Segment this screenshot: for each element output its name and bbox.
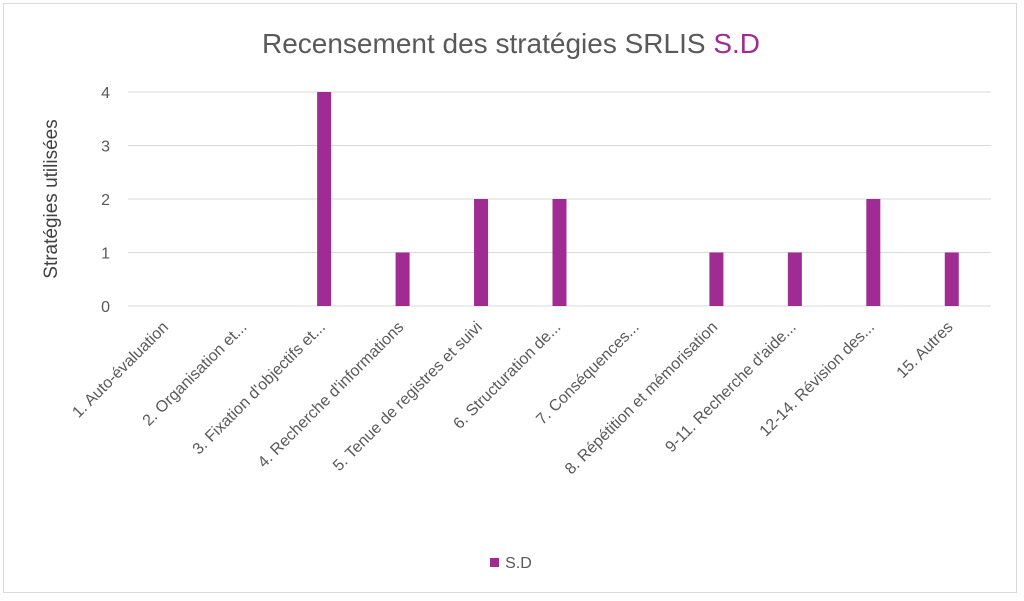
bar-10: [866, 199, 881, 306]
bar-6: [552, 199, 567, 306]
y-tick-label: 4: [101, 85, 110, 102]
x-category-label: 15. Autres: [894, 319, 957, 382]
bar-3: [317, 92, 332, 306]
y-tick-label: 0: [101, 299, 110, 316]
chart-frame: Recensement des stratégies SRLIS S.D 0 1 2…: [3, 3, 1017, 593]
x-category-label: 8. Répétition et mémorisation: [562, 319, 721, 478]
chart-title-main: Recensement des stratégies SRLIS: [261, 28, 706, 59]
bars: [317, 92, 959, 306]
bar-5: [474, 199, 489, 306]
y-axis-ticks: 0 1 2 3 4: [101, 85, 110, 316]
bar-11: [944, 252, 959, 306]
legend: S.D: [4, 555, 1018, 573]
x-category-label: 5. Tenue de registres et suivi: [330, 319, 486, 475]
bar-4: [395, 252, 410, 306]
bar-9: [787, 252, 802, 306]
y-tick-label: 3: [101, 139, 110, 156]
y-tick-label: 2: [101, 192, 110, 209]
bar-8: [709, 252, 724, 306]
chart-title-accent: S.D: [713, 28, 761, 59]
x-category-label: 4. Recherche d'informations: [255, 319, 408, 472]
y-axis-label: Stratégies utilisées: [41, 119, 62, 278]
x-category-label: 3. Fixation d'objectifs et...: [190, 319, 329, 458]
chart-title: Recensement des stratégies SRLIS S.D: [4, 28, 1018, 60]
legend-label: S.D: [505, 555, 532, 572]
y-tick-label: 1: [101, 246, 110, 263]
legend-swatch: [490, 558, 500, 568]
x-category-label: 9-11. Recherche d'aide...: [662, 319, 799, 456]
